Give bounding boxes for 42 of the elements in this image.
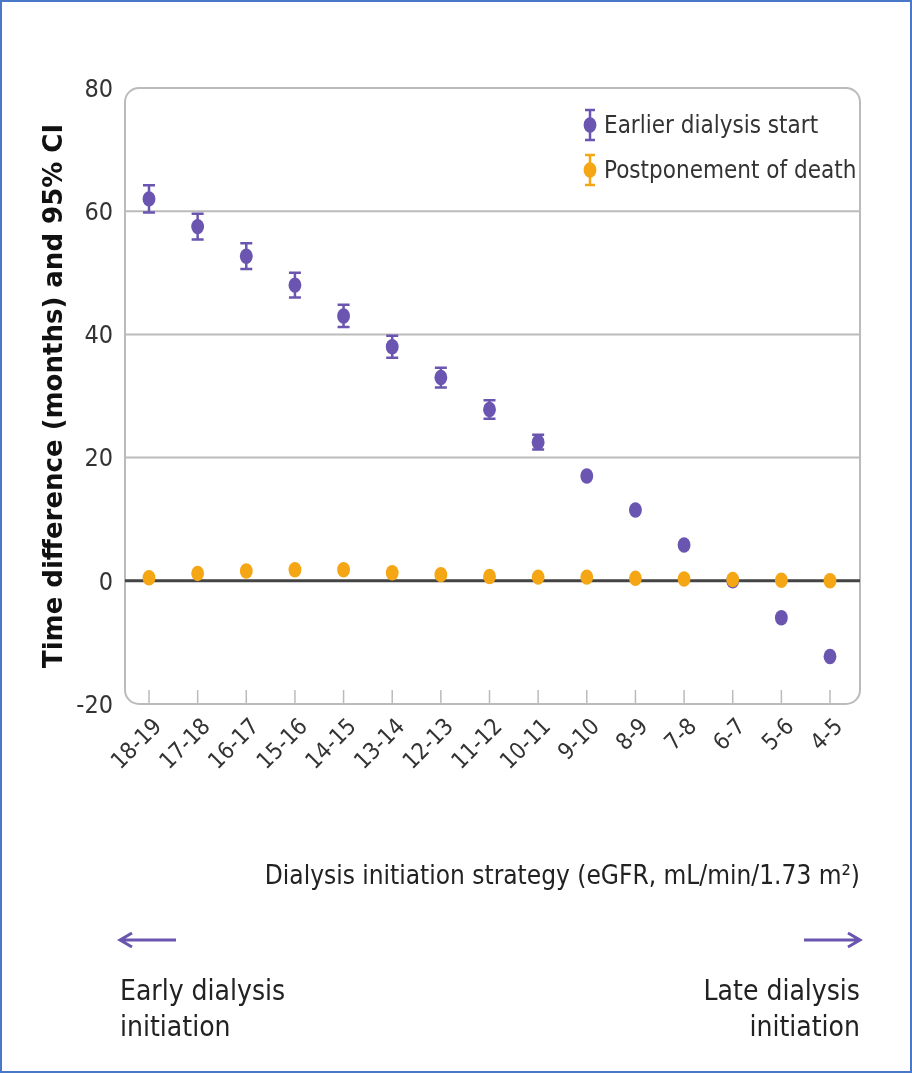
y-tick-label: -20 — [76, 689, 113, 719]
point — [337, 562, 350, 578]
point — [142, 570, 156, 586]
y-tick-label: 60 — [84, 196, 113, 226]
point — [823, 648, 837, 665]
point — [823, 573, 837, 589]
point — [239, 248, 253, 264]
x-tick-label: 6-7 — [707, 712, 750, 756]
point — [531, 569, 545, 585]
text: Early dialysis initiation — [120, 974, 286, 1043]
point — [629, 570, 642, 587]
legend-label: Earlier dialysis start — [604, 111, 819, 140]
x-tick-label: 8-9 — [610, 712, 653, 756]
point — [677, 537, 691, 553]
point — [191, 565, 205, 582]
point — [288, 562, 302, 578]
point — [142, 191, 156, 207]
text: Late dialysis initiation — [703, 974, 860, 1043]
point — [483, 568, 496, 585]
y-tick-label: 40 — [84, 320, 113, 350]
point — [288, 277, 302, 293]
point — [774, 610, 788, 626]
x-axis-title: Dialysis initiation strategy (eGFR, mL/min/1.73 m²) — [264, 860, 860, 890]
x-tick-label: 5-6 — [756, 712, 799, 756]
point — [385, 565, 399, 581]
point — [434, 566, 448, 583]
point — [385, 339, 399, 355]
y-tick-label: 20 — [84, 443, 113, 473]
point — [580, 468, 594, 484]
point — [774, 572, 788, 588]
point — [191, 218, 205, 235]
x-tick-label: 7-8 — [659, 712, 702, 756]
x-tick-label: 4-5 — [804, 712, 848, 756]
point — [629, 502, 642, 518]
y-axis-title: Time difference (months) and 95% CI — [38, 123, 68, 669]
point — [677, 571, 691, 587]
point — [337, 308, 350, 324]
legend-label: Postponement of death — [604, 156, 857, 185]
point — [239, 563, 253, 579]
y-tick-label: 80 — [84, 73, 113, 103]
y-tick-label: 0 — [98, 566, 113, 596]
point — [580, 569, 594, 585]
